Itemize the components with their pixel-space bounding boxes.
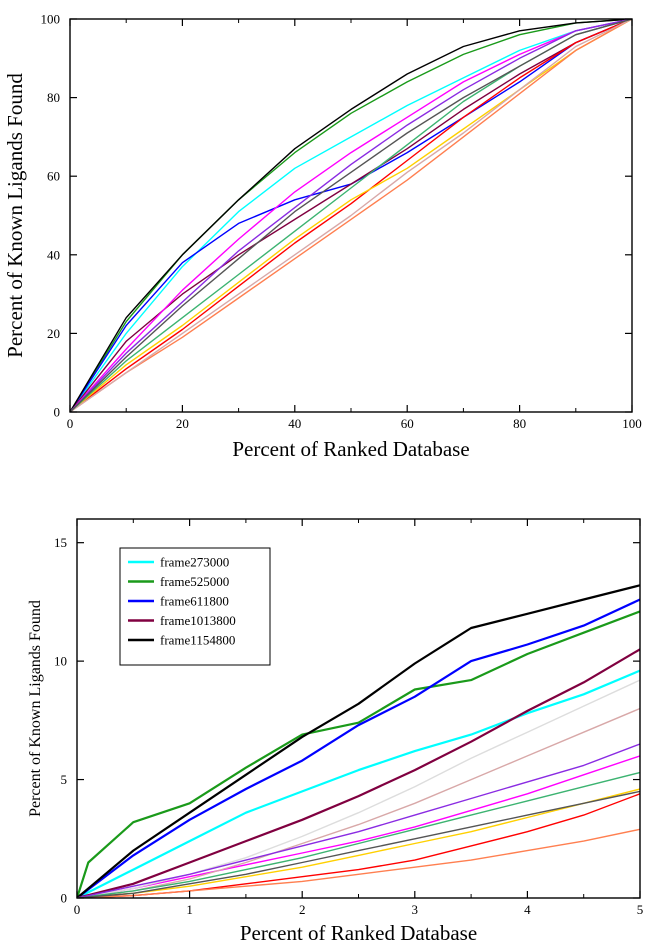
series-line-10: [70, 19, 632, 412]
x-tick-label: 20: [176, 416, 189, 431]
x-tick-label: 2: [299, 902, 306, 917]
legend-entry: frame1154800: [160, 633, 235, 648]
series-line-8: [77, 788, 640, 898]
series-line-frame1013800: [77, 648, 640, 898]
series-line-2: [70, 19, 632, 412]
legend: frame273000 frame525000 frame611800 frame10…: [119, 547, 271, 666]
y-tick-label: 100: [41, 12, 61, 27]
series-line-frame525000: [77, 610, 640, 898]
y-tick-label: 0: [54, 405, 61, 420]
series-line-frame611800: [77, 598, 640, 898]
x-tick-label: 5: [637, 902, 644, 917]
x-tick-label: 100: [622, 416, 642, 431]
series-line-11: [77, 679, 640, 898]
series-line-13: [70, 19, 632, 412]
x-tick-label: 40: [288, 416, 301, 431]
series-line-12: [77, 771, 640, 898]
y-tick-label: 0: [61, 891, 68, 906]
series-line-14: [77, 790, 640, 898]
chart-early-enrichment: 0 1 2 3 4 5 0 5 10 15 Percent of Ranked Database Pe…: [27, 518, 644, 944]
series-line-10: [77, 707, 640, 898]
y-tick-label: 15: [54, 535, 67, 550]
series-line-5: [70, 19, 632, 412]
series-line-8: [70, 19, 632, 412]
chart-overall-enrichment: 0 20 40 60 80 100 0 20 40 60 80 100 Percent of Ranke…: [3, 12, 642, 462]
series-line-12: [70, 19, 632, 412]
y-tick-label: 80: [47, 90, 60, 105]
x-axis-label: Percent of Ranked Database: [240, 921, 477, 944]
y-axis-label: Percent of Known Ligands Found: [3, 73, 27, 358]
legend-entry: frame273000: [160, 555, 229, 570]
x-tick-label: 4: [524, 902, 531, 917]
series-line-6: [70, 19, 632, 412]
x-tick-label: 0: [67, 416, 74, 431]
series-line-13: [77, 743, 640, 898]
series-line-frame1154800: [77, 584, 640, 898]
x-tick-label: 1: [186, 902, 193, 917]
y-tick-label: 20: [47, 326, 60, 341]
legend-box: [119, 547, 271, 666]
series-group: [70, 19, 632, 412]
legend-entry: frame525000: [160, 574, 229, 589]
legend-entry: frame1013800: [160, 613, 236, 628]
series-line-7: [70, 19, 632, 412]
y-tick-label: 10: [54, 654, 67, 669]
series-line-9: [77, 828, 640, 898]
x-tick-label: 3: [412, 902, 419, 917]
y-axis-label: Percent of Known Ligands Found: [27, 600, 44, 817]
series-line-frame273000: [77, 669, 640, 898]
x-tick-label: 0: [74, 902, 81, 917]
series-group: [77, 584, 640, 898]
series-line-1: [70, 19, 632, 412]
y-tick-label: 60: [47, 169, 60, 184]
series-line-9: [70, 19, 632, 412]
x-tick-label: 80: [513, 416, 526, 431]
x-axis-label: Percent of Ranked Database: [232, 437, 469, 461]
legend-entry: frame611800: [160, 594, 229, 609]
y-tick-label: 5: [61, 772, 68, 787]
y-tick-label: 40: [47, 247, 60, 262]
x-tick-label: 60: [401, 416, 414, 431]
series-line-7: [77, 755, 640, 898]
